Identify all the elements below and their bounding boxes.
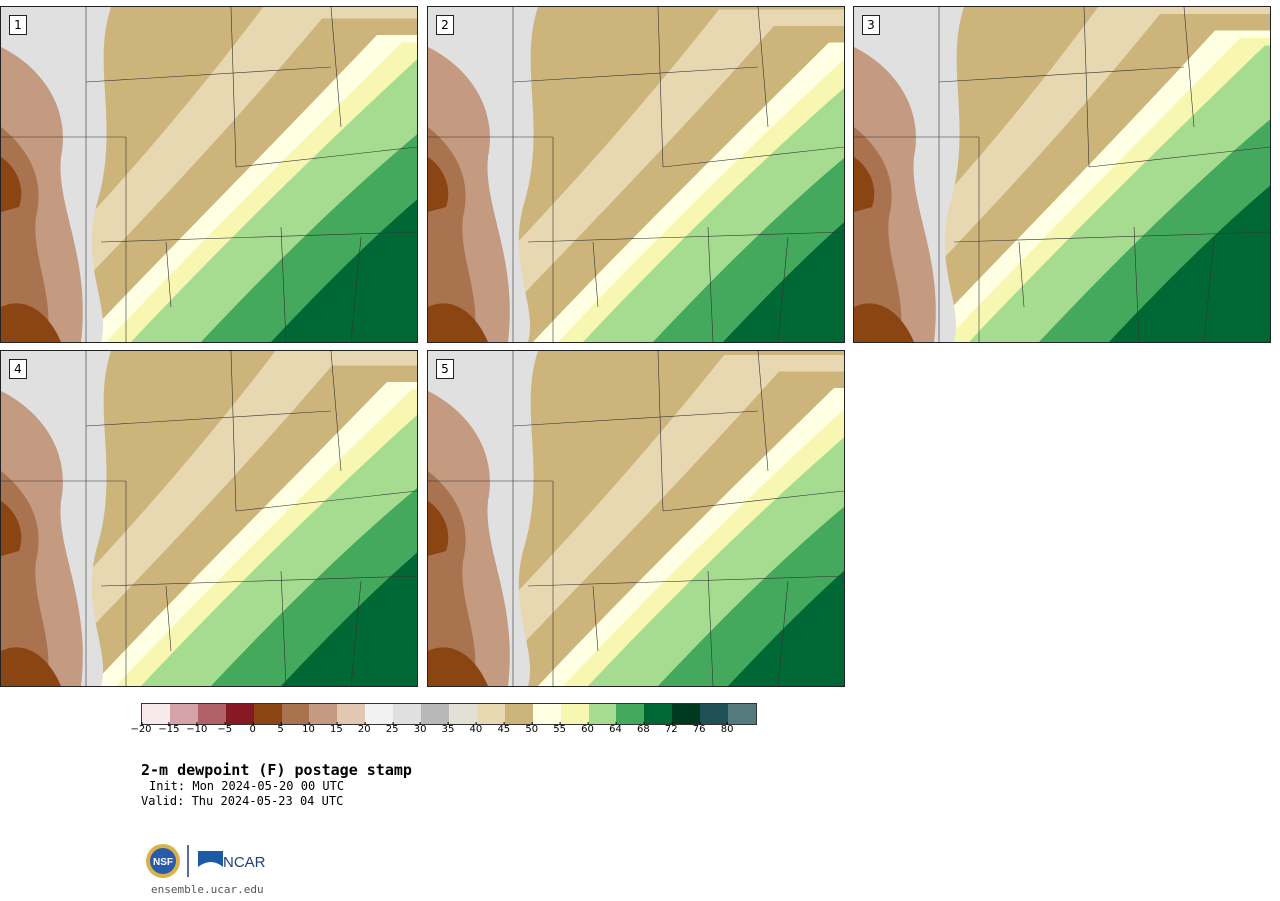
dewpoint-map-3 bbox=[854, 7, 1270, 342]
colorbar-swatch bbox=[253, 704, 282, 724]
colorbar-swatch bbox=[588, 704, 617, 724]
colorbar-tick-label: 45 bbox=[497, 722, 511, 735]
colorbar-swatch bbox=[393, 704, 422, 724]
map-panel-3: 3 bbox=[853, 6, 1271, 343]
colorbar-swatch bbox=[616, 704, 645, 724]
init-time: Init: Mon 2024-05-20 00 UTC bbox=[149, 779, 345, 793]
colorbar-tick-label: −20 bbox=[130, 722, 152, 735]
nsf-logo-text: NSF bbox=[153, 857, 173, 868]
dewpoint-map-5 bbox=[428, 351, 844, 686]
dewpoint-map-2 bbox=[428, 7, 844, 342]
colorbar-swatch bbox=[672, 704, 701, 724]
colorbar-tick-label: 25 bbox=[385, 722, 399, 735]
colorbar-tick-label: 80 bbox=[720, 722, 734, 735]
colorbar-swatch bbox=[309, 704, 338, 724]
colorbar bbox=[141, 703, 757, 725]
valid-time: Valid: Thu 2024-05-23 04 UTC bbox=[141, 794, 344, 808]
colorbar-swatch bbox=[560, 704, 589, 724]
colorbar-swatch bbox=[365, 704, 394, 724]
colorbar-tick-label: 30 bbox=[413, 722, 427, 735]
logos: NSF NCAR bbox=[145, 843, 275, 881]
colorbar-swatch bbox=[476, 704, 505, 724]
colorbar-swatch bbox=[142, 704, 170, 724]
colorbar-swatch bbox=[700, 704, 729, 724]
colorbar-swatch bbox=[169, 704, 198, 724]
colorbar-tick-label: 0 bbox=[249, 722, 256, 735]
colorbar-ticks: −20 −15 −10 −5 0 5 10 15 20 25 30 35 40 45 50 55 60 64 68 7… bbox=[130, 722, 757, 746]
colorbar-tick-label: 60 bbox=[581, 722, 594, 735]
dewpoint-map-1 bbox=[1, 7, 417, 342]
colorbar-swatch bbox=[644, 704, 673, 724]
colorbar-swatch bbox=[337, 704, 366, 724]
colorbar-swatch bbox=[225, 704, 254, 724]
colorbar-swatch bbox=[728, 704, 756, 724]
nsf-logo: NSF bbox=[146, 844, 180, 878]
colorbar-tick-label: 55 bbox=[553, 722, 566, 735]
panel-number: 3 bbox=[862, 15, 880, 35]
colorbar-tick-label: −10 bbox=[186, 722, 208, 735]
panel-number: 5 bbox=[436, 359, 454, 379]
colorbar-tick-label: 15 bbox=[329, 722, 343, 735]
colorbar-swatch bbox=[448, 704, 477, 724]
colorbar-swatch bbox=[421, 704, 449, 724]
colorbar-swatch bbox=[532, 704, 561, 724]
map-panel-2: 2 bbox=[427, 6, 845, 343]
ncar-logo: NCAR bbox=[198, 851, 266, 871]
map-panel-5: 5 bbox=[427, 350, 845, 687]
colorbar-swatch bbox=[281, 704, 310, 724]
colorbar-tick-label: 68 bbox=[636, 722, 650, 735]
colorbar-swatch bbox=[504, 704, 533, 724]
panel-number: 2 bbox=[436, 15, 454, 35]
colorbar-tick-label: 76 bbox=[692, 722, 706, 735]
figure-title: 2-m dewpoint (F) postage stamp bbox=[141, 761, 412, 779]
colorbar-tick-label: 10 bbox=[302, 722, 315, 735]
panel-number: 4 bbox=[9, 359, 27, 379]
colorbar-tick-label: 50 bbox=[525, 722, 539, 735]
colorbar-tick-label: 5 bbox=[277, 722, 284, 735]
colorbar-tick-label: 20 bbox=[357, 722, 371, 735]
colorbar-tick-label: −15 bbox=[158, 722, 180, 735]
colorbar-tick-label: −5 bbox=[217, 722, 233, 735]
colorbar-tick-label: 72 bbox=[664, 722, 678, 735]
map-panel-1: 1 bbox=[0, 6, 418, 343]
colorbar-swatch bbox=[197, 704, 226, 724]
site-url: ensemble.ucar.edu bbox=[151, 883, 264, 896]
colorbar-tick-label: 40 bbox=[469, 722, 483, 735]
panel-number: 1 bbox=[9, 15, 27, 35]
ncar-logo-text: NCAR bbox=[223, 854, 266, 871]
map-panel-4: 4 bbox=[0, 350, 418, 687]
dewpoint-map-4 bbox=[1, 351, 417, 686]
colorbar-tick-label: 64 bbox=[609, 722, 622, 735]
colorbar-tick-label: 35 bbox=[441, 722, 455, 735]
